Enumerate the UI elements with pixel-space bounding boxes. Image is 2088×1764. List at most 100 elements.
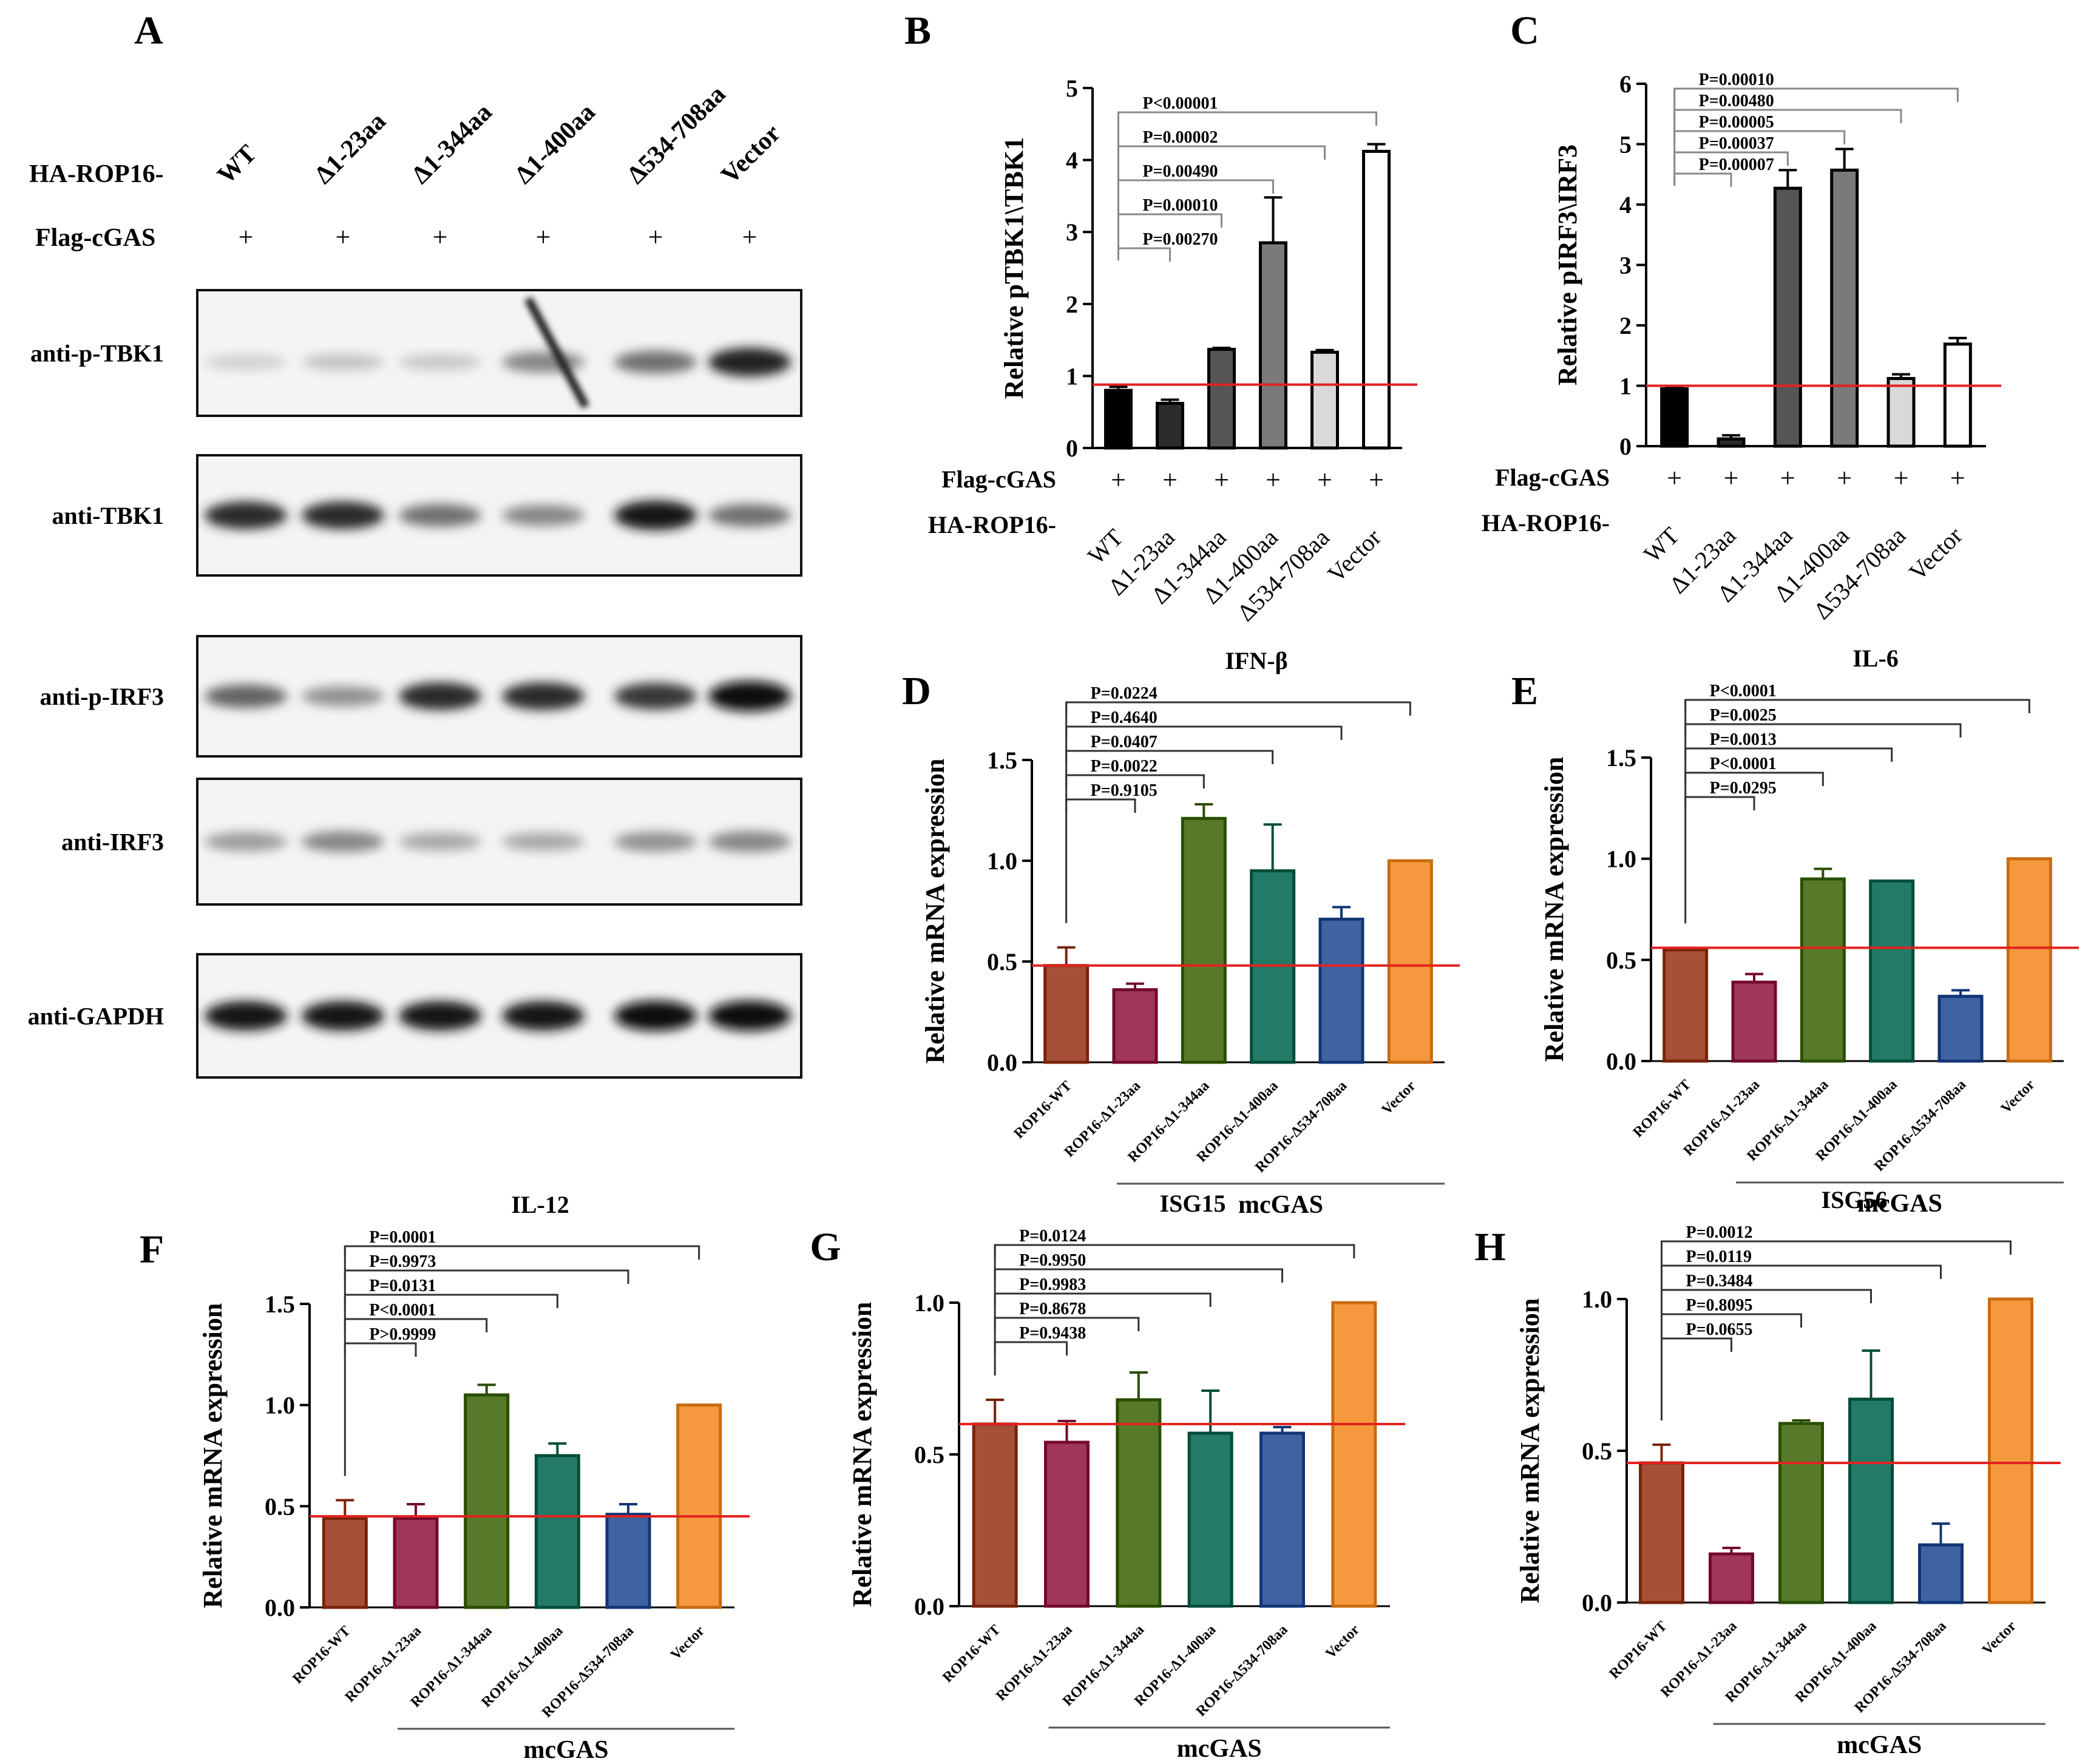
bar [1181,816,1227,1064]
lane-plus-sign: + [433,222,448,252]
blot-label: anti-GAPDH [28,1003,164,1030]
bar [1869,879,1915,1063]
blot-anti-tbk1: anti-TBK1 [52,454,802,577]
y-tick-label: 0.5 [1606,946,1636,974]
p-value-label: P=0.8678 [1019,1300,1086,1318]
p-value-label: P=0.00270 [1143,230,1218,249]
blot-band [708,504,791,527]
x-tick-label: Vector [1379,1078,1419,1118]
y-tick-label: 4 [1066,147,1078,174]
bar [1318,917,1364,1064]
blot-label: anti-p-TBK1 [30,340,164,367]
panel-letter-a: A [134,8,163,53]
bar [1362,149,1391,450]
chart-panel-h: H ISG56 0.0 0.5 1.0 Relative mRNA expression P… [1474,1186,2061,1759]
p-value-bracket [994,1341,1068,1355]
bar [1156,401,1184,450]
blot-band [205,832,287,852]
blot-band [614,682,697,710]
y-axis-label: Relative mRNA expression [198,1303,228,1609]
plus-sign: + [1111,465,1126,495]
p-value-label: P=0.0001 [369,1228,436,1247]
bar [1639,1461,1684,1604]
bar [1044,1440,1090,1608]
y-axis-label: Relative pTBK1\TBK1 [999,137,1029,399]
blot-label: anti-p-IRF3 [40,683,164,710]
bar [1937,994,1984,1063]
chart-panel-f: F IL-12 0.0 0.5 1.0 1.5 Relative mRNA expressi… [140,1191,750,1764]
bar [1778,1422,1824,1604]
y-tick-label: 1.0 [1606,846,1636,873]
blot-band [614,500,697,531]
bar [1988,1297,2033,1604]
blot-band [302,501,384,529]
row-label-flag-cgas: Flag-cGAS [1495,464,1610,491]
bar [464,1393,510,1609]
y-tick-label: 1 [1619,373,1632,400]
y-tick-label: 0.5 [914,1441,944,1468]
bar [1387,859,1433,1064]
p-value-label: P=0.0655 [1686,1320,1753,1339]
plus-sign: + [1266,465,1281,495]
bar [1731,980,1777,1063]
lane-label: Vector [716,120,787,190]
y-tick-label: 0.5 [265,1493,295,1520]
bar [393,1516,439,1609]
blot-frame [196,635,802,758]
x-tick-label: ROP16-Δ1-23aa [1658,1618,1740,1701]
bar [1886,377,1916,448]
p-value-label: P=0.0124 [1019,1227,1086,1246]
y-tick-label: 3 [1066,219,1078,246]
blot-frame [196,289,802,417]
bar [1709,1552,1754,1604]
plus-sign: + [1162,465,1178,495]
x-tick-label: Vector [668,1623,708,1663]
y-tick-label: 1.5 [1606,744,1636,772]
p-value-label: P=0.00007 [1699,155,1774,174]
y-tick-label: 1 [1066,362,1078,390]
p-value-label: P=0.3484 [1686,1272,1753,1291]
bar [1717,437,1746,448]
p-value-bracket [1117,247,1171,262]
chart-panel-e: E IL-6 0.0 0.5 1.0 1.5 Relative mRNA expressio… [1511,645,2079,1218]
group-label-mcgas: mcGAS [1857,1190,1942,1218]
row-label-ha-rop16: HA-ROP16- [29,160,164,188]
blot-band [708,1000,791,1031]
p-value-label: P=0.9105 [1091,781,1158,800]
y-tick-label: 0 [1066,435,1078,462]
blot-frame [196,454,802,577]
panel-letter-h: H [1474,1225,1505,1269]
blot-band [302,831,384,852]
y-tick-label: 0.0 [1606,1048,1636,1075]
y-tick-label: 0.0 [914,1593,944,1620]
group-label-mcgas: mcGAS [1837,1731,1922,1759]
bar [1660,387,1689,448]
bar [676,1403,722,1609]
bar [322,1516,368,1609]
bar [1943,342,1972,448]
p-value-label: P=0.0025 [1710,706,1777,725]
blot-band [205,1001,287,1031]
blot-band [205,684,287,708]
bar [1773,186,1802,448]
p-value-label: P=0.00002 [1143,128,1218,147]
bar [1830,168,1859,448]
group-label-mcgas: mcGAS [524,1736,609,1764]
blot-band [502,504,585,526]
p-value-bracket [344,1342,417,1357]
y-tick-label: 0.5 [987,948,1017,975]
plus-sign: + [1780,463,1795,493]
blot-label: anti-TBK1 [52,502,164,529]
p-value-label: P=0.00010 [1699,70,1774,89]
x-tick-label: ROP16-WT [290,1623,353,1687]
y-tick-label: 0.0 [1582,1589,1612,1616]
chart-title: IFN-β [1225,647,1287,674]
plus-sign: + [1214,465,1229,495]
x-tick-label: ROP16-WT [940,1622,1003,1686]
p-value-label: P=0.00010 [1143,196,1218,215]
chart-title: ISG15 [1160,1190,1226,1217]
plus-sign: + [1837,463,1852,493]
p-value-label: P=0.0295 [1710,779,1777,798]
blot-band [302,1001,384,1031]
blot-band [502,351,585,373]
